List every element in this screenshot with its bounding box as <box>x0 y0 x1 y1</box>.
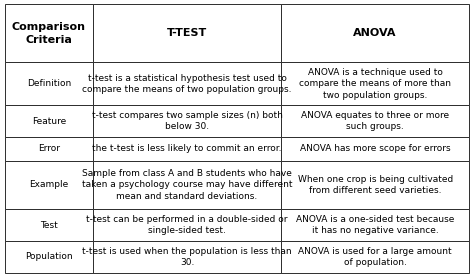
Text: ANOVA is a one-sided test because
it has no negative variance.: ANOVA is a one-sided test because it has… <box>296 215 455 235</box>
Bar <box>281 209 469 241</box>
Bar <box>281 241 469 273</box>
Text: T-TEST: T-TEST <box>167 28 207 38</box>
Bar <box>281 161 469 209</box>
Bar <box>281 137 469 161</box>
Text: ANOVA is used for a large amount
of population.: ANOVA is used for a large amount of popu… <box>298 247 452 267</box>
Text: Feature: Feature <box>32 117 66 125</box>
Bar <box>93 241 281 273</box>
Bar <box>281 62 469 106</box>
Bar <box>93 4 281 62</box>
Text: ANOVA is a technique used to
compare the means of more than
two population group: ANOVA is a technique used to compare the… <box>299 68 451 100</box>
Bar <box>5 106 93 137</box>
Text: ANOVA has more scope for errors: ANOVA has more scope for errors <box>300 144 450 153</box>
Text: t-test is a statistical hypothesis test used to
compare the means of two populat: t-test is a statistical hypothesis test … <box>82 74 292 94</box>
Bar <box>5 241 93 273</box>
Bar <box>5 62 93 106</box>
Text: Error: Error <box>38 144 60 153</box>
Bar <box>281 4 469 62</box>
Text: When one crop is being cultivated
from different seed varieties.: When one crop is being cultivated from d… <box>298 175 453 195</box>
Text: t-test compares two sample sizes (n) both
below 30.: t-test compares two sample sizes (n) bot… <box>91 111 283 131</box>
Text: Example: Example <box>29 180 68 189</box>
Bar <box>93 137 281 161</box>
Bar <box>93 62 281 106</box>
Text: t-test can be performed in a double-sided or
single-sided test.: t-test can be performed in a double-side… <box>86 215 288 235</box>
Text: ANOVA equates to three or more
such groups.: ANOVA equates to three or more such grou… <box>301 111 449 131</box>
Text: Test: Test <box>40 221 58 230</box>
Text: Population: Population <box>25 252 73 261</box>
Bar <box>281 106 469 137</box>
Bar <box>93 106 281 137</box>
Text: ANOVA: ANOVA <box>354 28 397 38</box>
Text: Definition: Definition <box>27 79 71 88</box>
Bar <box>5 161 93 209</box>
Text: Comparison
Criteria: Comparison Criteria <box>12 22 86 45</box>
Bar <box>93 161 281 209</box>
Text: t-test is used when the population is less than
30.: t-test is used when the population is le… <box>82 247 292 267</box>
Bar <box>5 209 93 241</box>
Text: the t-test is less likely to commit an error.: the t-test is less likely to commit an e… <box>92 144 282 153</box>
Bar <box>5 4 93 62</box>
Bar <box>93 209 281 241</box>
Text: Sample from class A and B students who have
taken a psychology course may have d: Sample from class A and B students who h… <box>82 169 292 201</box>
Bar <box>5 137 93 161</box>
